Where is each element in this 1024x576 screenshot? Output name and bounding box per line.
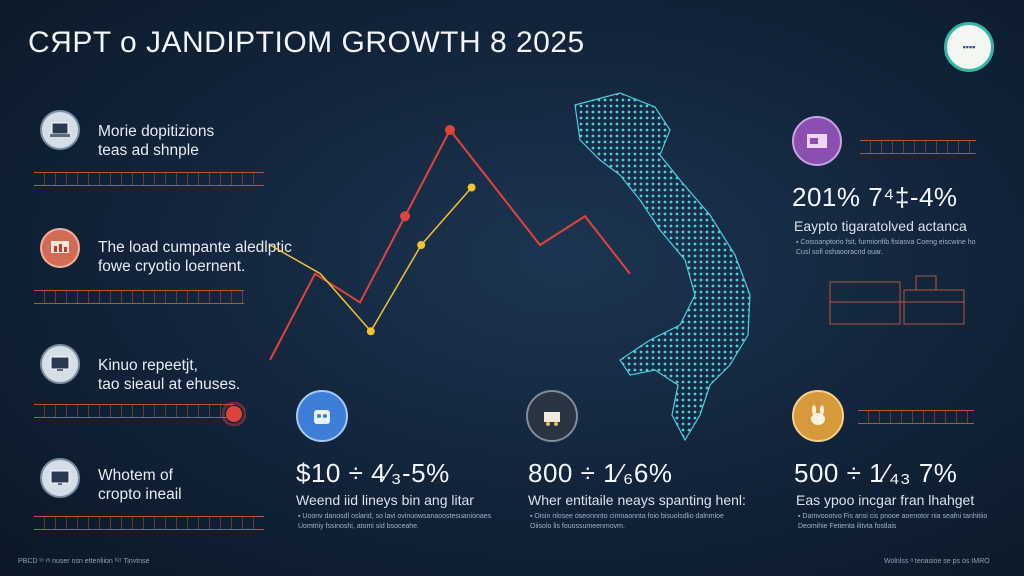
machine-strip-6 xyxy=(858,410,974,424)
footer-left: PBCD ᵗᵒ ʸˢ nuser nsn ettenliion ʰᶻᵗ Tinv… xyxy=(18,558,150,565)
stat-3-label: Eas ypoo incgar fran lhahget xyxy=(796,492,975,508)
laptop-icon xyxy=(40,110,80,150)
left-item-2: The load cumpante aledlptic fowe cryotio… xyxy=(98,238,292,276)
right-top-sub: Eaypto tigaratolved actanca xyxy=(794,218,967,234)
stat-1-bullet-1: ▪ Uoonv danosdl oslarid, so lavi ovinuow… xyxy=(298,513,492,520)
machine-strip-1 xyxy=(34,172,264,186)
growth-chart xyxy=(269,125,631,361)
left-item-2-line2: fowe cryotio loernent. xyxy=(98,258,246,275)
yellow-series-line xyxy=(269,187,473,333)
left-item-1-line1: Morie dopitizions xyxy=(98,123,215,140)
left-item-4-line1: Whotem of xyxy=(98,467,173,484)
stat-3-value: 500 ÷ 1⁄₄₃ 7% xyxy=(794,458,958,488)
stat-2-label: Wher entitaile neays spanting henl: xyxy=(528,492,746,508)
yellow-series-point xyxy=(366,327,375,336)
machine-strip-3 xyxy=(34,404,234,418)
robot-icon xyxy=(296,390,348,442)
bunny-icon xyxy=(792,390,844,442)
screen-icon xyxy=(40,344,80,384)
page-title: CЯPT ᴏ JANDIPTIOM GROWTH 8 2025 xyxy=(28,26,585,59)
right-top-bullet-1: ▪ Coisoanptorio fsit, furmionfib fisiasv… xyxy=(796,239,976,246)
left-item-3: Kinuo repeetjt, tao sieaul at ehuses. xyxy=(98,356,240,394)
footer-right: Wolnlss ᵃ tenasioe se ps os IMRO xyxy=(884,558,990,565)
right-top-stat: 201% 7⁴‡‑4% xyxy=(792,182,958,212)
left-item-3-line1: Kinuo repeetjt, xyxy=(98,357,198,374)
stat-2-bullet-2: Oiisolo lis fouossumeenmovm. xyxy=(530,523,625,530)
machine-blueprint xyxy=(829,275,965,325)
yellow-series-point xyxy=(417,241,426,249)
left-item-1: Morie dopitizions teas ad shnple xyxy=(98,122,214,160)
stat-1-bullet-2: Uomtriiy fssinoshi, atomi sid bsoceahe. xyxy=(298,523,419,530)
country-map xyxy=(574,92,751,442)
left-item-1-line2: teas ad shnple xyxy=(98,142,199,159)
stat-2-value: 800 ÷ 1⁄₆6% xyxy=(528,458,673,488)
red-series-point xyxy=(445,125,455,135)
right-top-bullet-2: Cusl sofi oshaooracnd ouar. xyxy=(796,249,883,256)
chart-board-icon xyxy=(40,228,80,268)
machine-strip-2 xyxy=(34,290,244,304)
left-item-4-line2: cropto ineail xyxy=(98,486,182,503)
red-series-point xyxy=(400,211,410,222)
red-glow-dot xyxy=(222,402,246,426)
machine-strip-4 xyxy=(34,516,264,530)
logo-text: ▪▪▪▪ xyxy=(962,42,976,52)
left-item-2-line1: The load cumpante aledlptic xyxy=(98,239,292,256)
left-item-4: Whotem of cropto ineail xyxy=(98,466,182,504)
yellow-series-point xyxy=(467,183,476,192)
brand-logo[interactable]: ▪▪▪▪ xyxy=(944,22,994,72)
left-item-3-line2: tao sieaul at ehuses. xyxy=(98,376,241,393)
stat-3-bullet-2: Deomihie Fetienta ilitvta fostlais xyxy=(798,523,897,530)
machine-strip-5 xyxy=(860,140,976,154)
cart-icon xyxy=(526,390,578,442)
stat-2-bullet-1: ▪ Oisin nlosee oseonnnto cimnaonnta foio… xyxy=(530,513,724,520)
stat-3-bullet-1: ▪ Damvoootvo Fis ansi cis pnooe aoenotor… xyxy=(798,513,988,520)
stat-1-label: Weend iid lineys bin ang litar xyxy=(296,492,474,508)
stat-1-value: $10 ÷ 4⁄₃‑5% xyxy=(296,458,450,488)
monitor-icon xyxy=(40,458,80,498)
card-icon xyxy=(792,116,842,166)
